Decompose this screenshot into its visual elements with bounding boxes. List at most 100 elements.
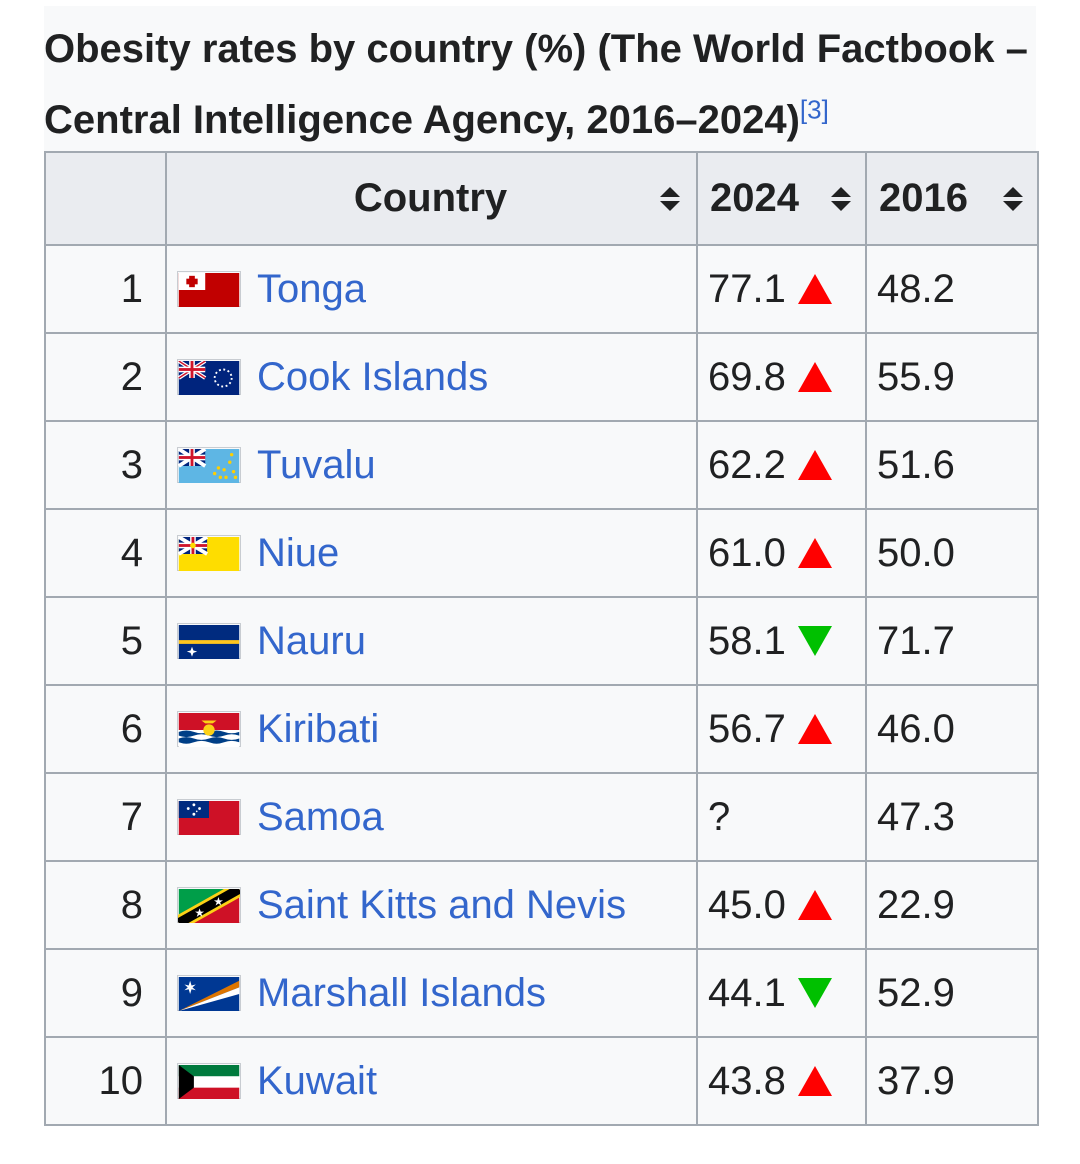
value-2024: 44.1	[708, 970, 786, 1015]
country-cell: Kuwait	[165, 1036, 698, 1126]
country-cell: Samoa	[165, 772, 698, 862]
caption-background	[44, 6, 1036, 151]
value-2016-cell: 22.9	[865, 860, 1039, 950]
samoa-flag-icon[interactable]	[177, 799, 241, 835]
reference-link[interactable]: [3]	[799, 94, 829, 125]
value-2024-cell: 77.1	[696, 244, 867, 334]
value-2024: 62.2	[708, 442, 786, 487]
obesity-table: Country 2024 2016 1 Tonga 77.1 48.2 2 Cook Is…	[44, 151, 1039, 1126]
saint-kitts-and-nevis-flag-icon[interactable]	[175, 882, 243, 930]
value-2016-cell: 71.7	[865, 596, 1039, 686]
tonga-flag-icon[interactable]	[177, 271, 241, 307]
table-caption: Obesity rates by country (%) (The World …	[44, 14, 1036, 156]
value-2024: 56.7	[708, 706, 786, 751]
country-cell: Cook Islands	[165, 332, 698, 422]
country-cell: Kiribati	[165, 684, 698, 774]
value-2016-cell: 48.2	[865, 244, 1039, 334]
sort-icon[interactable]	[660, 186, 680, 212]
caption-title: Obesity rates by country (%) (The World …	[44, 27, 1028, 142]
rank-cell: 10	[44, 1036, 167, 1126]
country-header-label: Country	[353, 176, 508, 220]
year-2016-header[interactable]: 2016	[865, 151, 1039, 246]
year-2024-header-label: 2024	[710, 176, 799, 220]
rank-cell: 2	[44, 332, 167, 422]
table-row: 3 Tuvalu 62.2 51.6	[44, 420, 1039, 510]
table-row: 1 Tonga 77.1 48.2	[44, 244, 1039, 334]
table-row: 2 Cook Islands 69.8 55.9	[44, 332, 1039, 422]
value-2024-cell: ?	[696, 772, 867, 862]
value-2024: 58.1	[708, 618, 786, 663]
value-2024: 45.0	[708, 882, 786, 927]
country-link[interactable]: Saint Kitts and Nevis	[257, 882, 627, 927]
country-link[interactable]: Tonga	[257, 266, 366, 311]
country-link[interactable]: Kiribati	[257, 706, 380, 751]
country-link[interactable]: Kuwait	[257, 1058, 378, 1103]
rank-cell: 5	[44, 596, 167, 686]
value-2016-cell: 47.3	[865, 772, 1039, 862]
country-cell: Tonga	[165, 244, 698, 334]
value-2024: 43.8	[708, 1058, 786, 1103]
rank-cell: 7	[44, 772, 167, 862]
cook-islands-flag-icon[interactable]	[177, 359, 241, 395]
year-2016-header-label: 2016	[879, 176, 968, 220]
rank-cell: 9	[44, 948, 167, 1038]
value-2016-cell: 51.6	[865, 420, 1039, 510]
value-2024: 69.8	[708, 354, 786, 399]
country-link[interactable]: Marshall Islands	[257, 970, 547, 1015]
rank-cell: 6	[44, 684, 167, 774]
table-row: 4 Niue 61.0 50.0	[44, 508, 1039, 598]
tuvalu-flag-icon[interactable]	[177, 447, 241, 483]
nauru-flag-icon[interactable]	[177, 623, 241, 659]
table-row: 8 Saint Kitts and Nevis 45.0 22.9	[44, 860, 1039, 950]
value-2024: ?	[708, 794, 731, 839]
country-cell: Saint Kitts and Nevis	[165, 860, 698, 950]
value-2016-cell: 50.0	[865, 508, 1039, 598]
increase-arrow-icon	[797, 538, 832, 568]
increase-arrow-icon	[797, 274, 832, 304]
table-row: 6 Kiribati 56.7 46.0	[44, 684, 1039, 774]
decrease-arrow-icon	[797, 626, 832, 656]
country-link[interactable]: Samoa	[257, 794, 384, 839]
rank-cell: 3	[44, 420, 167, 510]
country-cell: Tuvalu	[165, 420, 698, 510]
table-row: 9 Marshall Islands 44.1 52.9	[44, 948, 1039, 1038]
rank-cell: 4	[44, 508, 167, 598]
value-2016-cell: 55.9	[865, 332, 1039, 422]
rank-header	[44, 151, 167, 246]
country-link[interactable]: Cook Islands	[257, 354, 489, 399]
marshall-islands-flag-icon[interactable]	[177, 975, 241, 1011]
value-2016-cell: 46.0	[865, 684, 1039, 774]
value-2024-cell: 61.0	[696, 508, 867, 598]
sort-icon[interactable]	[1003, 186, 1023, 212]
sort-icon[interactable]	[831, 186, 851, 212]
value-2024-cell: 45.0	[696, 860, 867, 950]
rank-cell: 1	[44, 244, 167, 334]
increase-arrow-icon	[797, 362, 832, 392]
value-2024-cell: 56.7	[696, 684, 867, 774]
country-cell: Marshall Islands	[165, 948, 698, 1038]
increase-arrow-icon	[797, 890, 832, 920]
country-cell: Nauru	[165, 596, 698, 686]
rank-cell: 8	[44, 860, 167, 950]
country-header[interactable]: Country	[165, 151, 698, 246]
kuwait-flag-icon[interactable]	[177, 1063, 241, 1099]
country-link[interactable]: Nauru	[257, 618, 366, 663]
table-row: 10 Kuwait 43.8 37.9	[44, 1036, 1039, 1126]
country-link[interactable]: Niue	[257, 530, 340, 575]
decrease-arrow-icon	[797, 978, 832, 1008]
value-2024-cell: 58.1	[696, 596, 867, 686]
value-2024-cell: 43.8	[696, 1036, 867, 1126]
increase-arrow-icon	[797, 1066, 832, 1096]
country-cell: Niue	[165, 508, 698, 598]
kiribati-flag-icon[interactable]	[177, 711, 241, 747]
table-row: 5 Nauru 58.1 71.7	[44, 596, 1039, 686]
value-2016-cell: 52.9	[865, 948, 1039, 1038]
value-2024-cell: 44.1	[696, 948, 867, 1038]
niue-flag-icon[interactable]	[177, 535, 241, 571]
year-2024-header[interactable]: 2024	[696, 151, 867, 246]
value-2024: 77.1	[708, 266, 786, 311]
country-link[interactable]: Tuvalu	[257, 442, 376, 487]
value-2024: 61.0	[708, 530, 786, 575]
header-row: Country 2024 2016	[44, 151, 1039, 246]
value-2024-cell: 69.8	[696, 332, 867, 422]
